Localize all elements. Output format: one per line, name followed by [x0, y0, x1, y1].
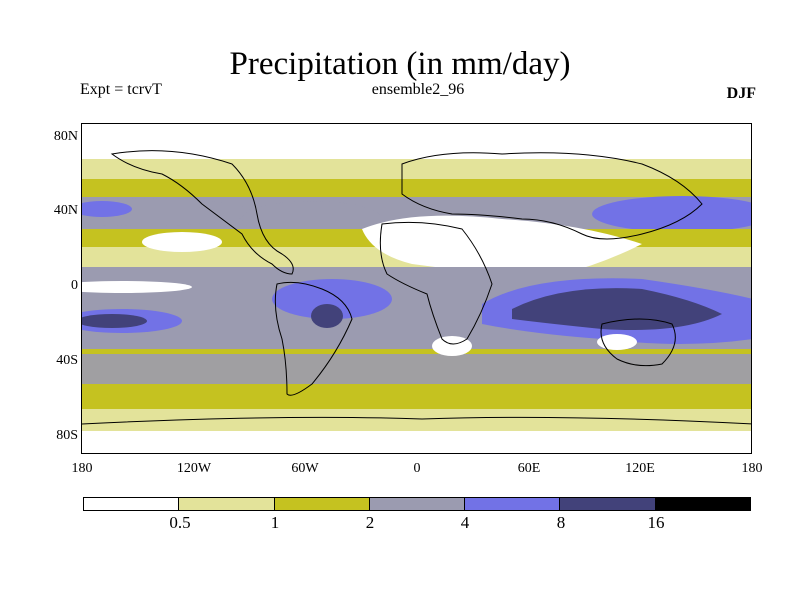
season-label: DJF [726, 85, 756, 102]
arctic-white [82, 124, 751, 159]
africa-outline [379, 221, 493, 345]
colorbar-label-0-5: 0.5 [169, 513, 191, 532]
northern-olive-band [82, 179, 751, 197]
colorbar-label-16: 16 [647, 513, 665, 532]
x-tick-180e: 180 [741, 461, 763, 476]
colorbar-segment [655, 498, 750, 510]
precipitation-map [81, 123, 752, 454]
colorbar [83, 497, 751, 511]
spcz-core [82, 314, 147, 328]
pacific-storm-core [82, 201, 132, 217]
y-tick-80s: 80S [56, 428, 78, 443]
y-tick-40n: 40N [53, 203, 78, 218]
australia-outline [600, 318, 676, 367]
colorbar-segment [369, 498, 466, 510]
x-tick-60w: 60W [291, 461, 319, 476]
colorbar-label-2: 2 [365, 513, 375, 532]
y-tick-80n: 80N [53, 129, 78, 144]
precipitation-field [82, 124, 751, 453]
amazon-wet [272, 279, 392, 319]
map-title: Precipitation (in mm/day) [229, 46, 571, 82]
antarctica-white [82, 431, 751, 453]
northern-light-band [82, 159, 751, 179]
antarctica-outline [82, 416, 751, 425]
x-tick-60e: 60E [517, 461, 541, 476]
amazon-core [311, 304, 343, 328]
nw-pacific-storm-track [592, 196, 751, 232]
eurasia-outline [401, 152, 703, 240]
ensemble-label: ensemble2_96 [371, 81, 465, 98]
colorbar-label-1: 1 [270, 513, 280, 532]
y-tick-0: 0 [71, 278, 78, 293]
y-tick-40s: 40S [56, 353, 78, 368]
experiment-label: Expt = tcrvT [80, 81, 162, 98]
coastlines [82, 150, 751, 425]
colorbar-segment [179, 498, 275, 510]
colorbar-segment [560, 498, 656, 510]
south-america-outline [274, 281, 353, 396]
colorbar-segment [84, 498, 180, 510]
x-tick-120e: 120E [625, 461, 655, 476]
colorbar-segment [274, 498, 370, 510]
australia-dry [597, 334, 637, 350]
colorbar-label-8: 8 [556, 513, 566, 532]
atlantic-storm-track [242, 201, 382, 237]
east-pacific-dry [142, 232, 222, 252]
colorbar-label-4: 4 [460, 513, 470, 532]
north-america-outline [110, 150, 294, 275]
southern-subtropics [82, 354, 751, 384]
south-africa-dry [432, 336, 472, 356]
colorbar-segment [465, 498, 561, 510]
x-tick-120w: 120W [176, 461, 212, 476]
sahara-dry-region [362, 215, 642, 274]
x-tick-180w: 180 [71, 461, 93, 476]
x-tick-0: 0 [413, 461, 421, 476]
equatorial-pacific-dry [82, 281, 192, 293]
indo-pacific-core [512, 288, 722, 330]
